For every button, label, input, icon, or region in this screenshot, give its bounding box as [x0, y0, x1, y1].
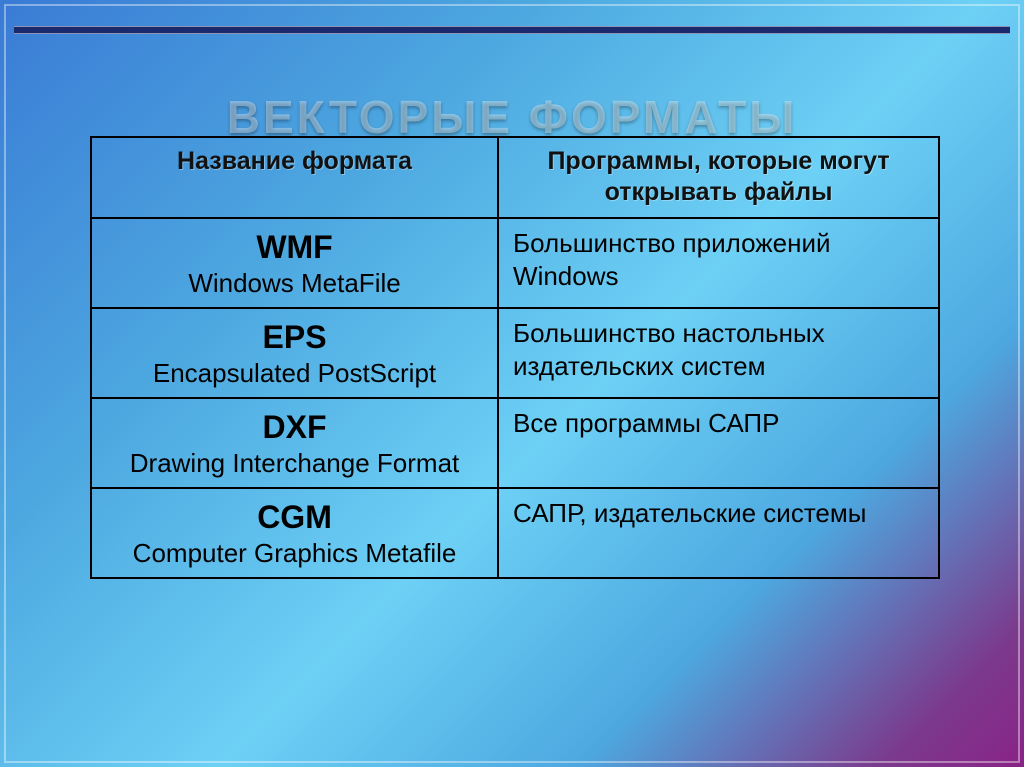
header-col2: Программы, которые могут открывать файлы [498, 137, 939, 218]
formats-table: Название формата Программы, которые могу… [90, 136, 940, 579]
table-row: WMF Windows MetaFile Большинство приложе… [91, 218, 939, 308]
format-desc: Большинство настольных издательских сист… [513, 318, 825, 382]
format-abbr: DXF [106, 409, 483, 446]
table-header-row: Название формата Программы, которые могу… [91, 137, 939, 218]
format-desc: САПР, издательские системы [513, 498, 866, 528]
top-bar [14, 26, 1010, 34]
format-full: Windows MetaFile [106, 268, 483, 299]
format-desc: Все программы САПР [513, 408, 779, 438]
table-row: DXF Drawing Interchange Format Все прогр… [91, 398, 939, 488]
format-full: Computer Graphics Metafile [106, 538, 483, 569]
table-row: EPS Encapsulated PostScript Большинство … [91, 308, 939, 398]
format-full: Encapsulated PostScript [106, 358, 483, 389]
header-col1: Название формата [91, 137, 498, 218]
format-abbr: EPS [106, 319, 483, 356]
format-full: Drawing Interchange Format [106, 448, 483, 479]
format-desc: Большинство приложений Windows [513, 228, 830, 292]
format-abbr: WMF [106, 229, 483, 266]
format-abbr: CGM [106, 499, 483, 536]
table-row: CGM Computer Graphics Metafile САПР, изд… [91, 488, 939, 578]
